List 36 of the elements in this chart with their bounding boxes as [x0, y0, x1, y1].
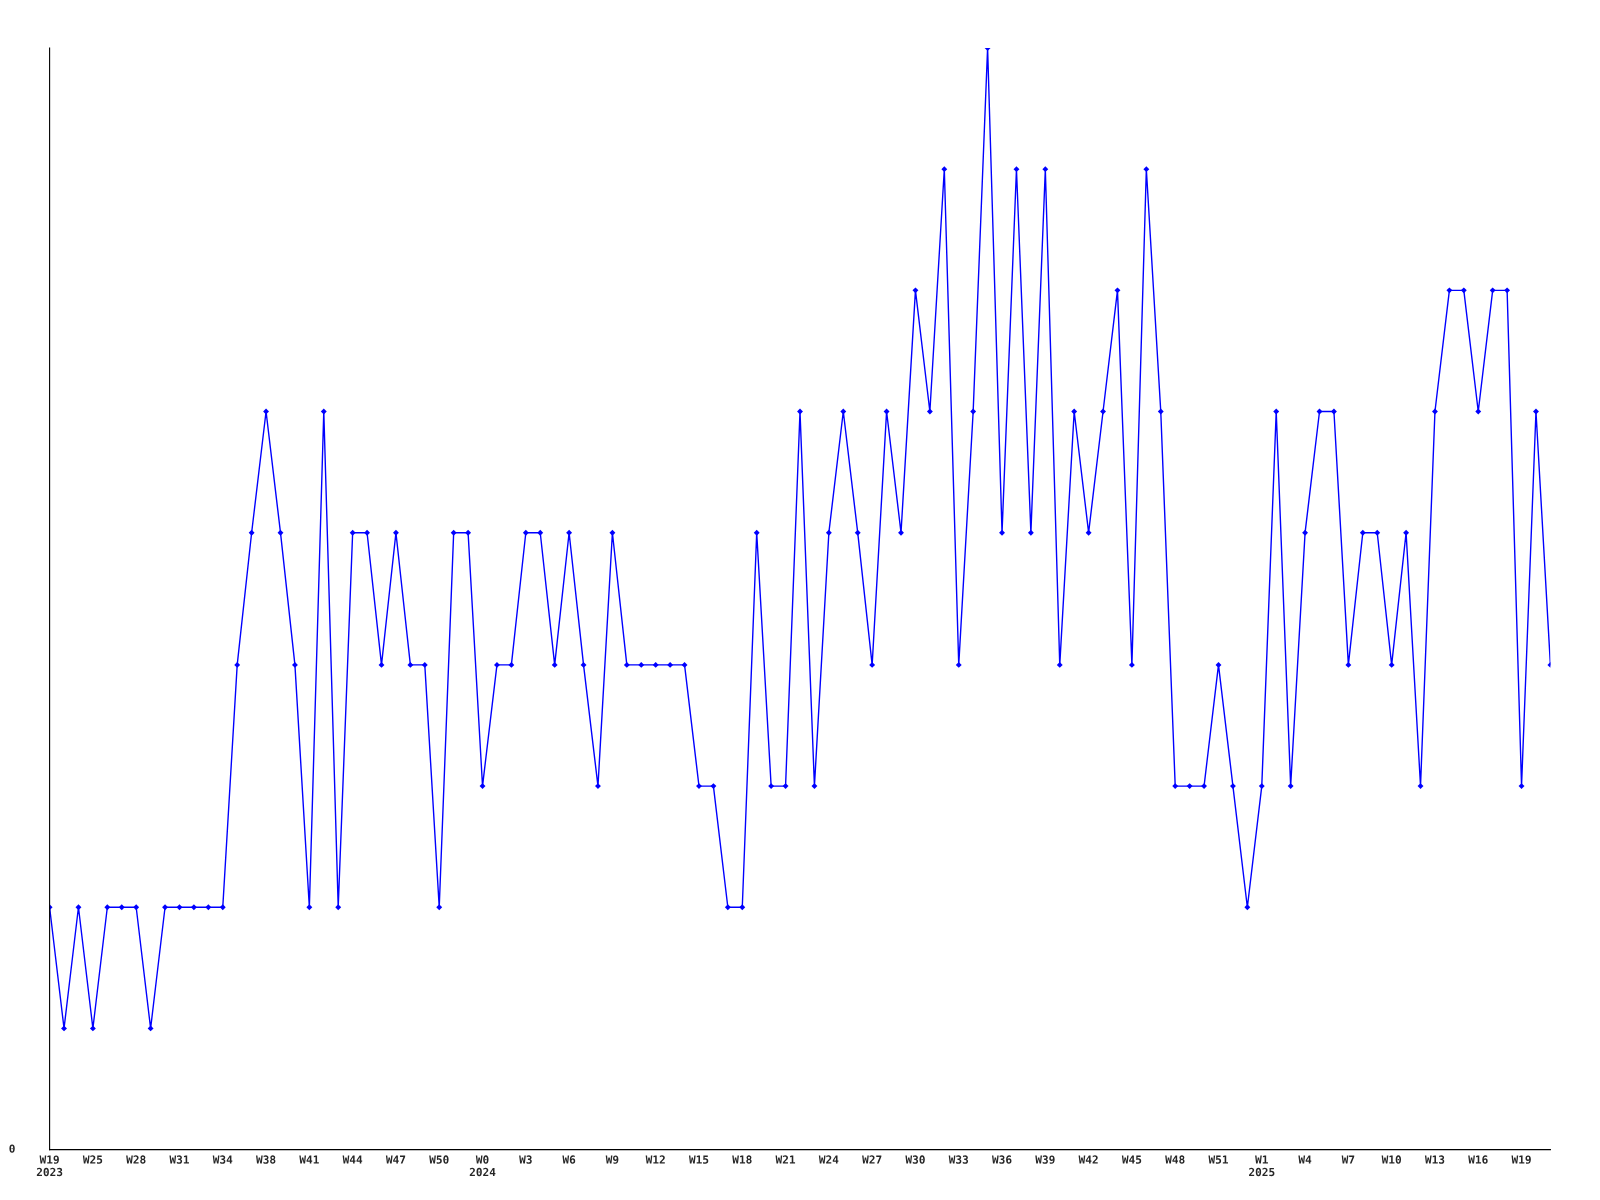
x-tick-label: W25	[82, 1155, 103, 1164]
x-tick-label: W28	[126, 1155, 146, 1164]
x-tick-label: W13	[1424, 1155, 1445, 1164]
x-tick-label: W51	[1208, 1155, 1228, 1164]
x-tick-label: W36	[992, 1155, 1012, 1164]
x-tick-label: W41	[299, 1155, 319, 1164]
x-tick-label: W39	[1035, 1155, 1055, 1164]
x-tick-label: W18	[732, 1155, 752, 1164]
x-tick-label: W7	[1341, 1155, 1355, 1164]
x-tick-label: W16	[1468, 1155, 1488, 1164]
x-tick-label: W3	[519, 1155, 532, 1164]
x-tick-label: W44	[342, 1155, 363, 1164]
x-tick-label: W33	[948, 1155, 969, 1164]
x-tick-label: W1 2025	[1249, 1155, 1275, 1177]
x-tick-label: W48	[1165, 1155, 1185, 1164]
x-tick-label: W24	[818, 1155, 839, 1164]
x-tick-label: W30	[905, 1155, 925, 1164]
x-tick-label: W42	[1078, 1155, 1098, 1164]
x-tick-label: W10	[1381, 1155, 1402, 1164]
x-tick-label: W34	[212, 1155, 233, 1164]
x-tick-label: W15	[688, 1155, 709, 1164]
x-tick-label: W27	[862, 1155, 882, 1164]
x-tick-label: W50	[429, 1155, 449, 1164]
x-tick-label: W6	[562, 1155, 576, 1164]
x-tick-label: W31	[169, 1155, 189, 1164]
x-tick-label: W19 2023	[36, 1155, 63, 1177]
x-tick-label: W47	[385, 1155, 406, 1164]
x-tick-label: W38	[256, 1155, 276, 1164]
x-tick-label: W19	[1511, 1155, 1531, 1164]
x-tick-label: W0 2024	[469, 1155, 496, 1177]
x-tick-label: W45	[1121, 1155, 1142, 1164]
x-tick-label: W12	[645, 1155, 665, 1164]
x-tick-label: W9	[605, 1155, 619, 1164]
x-tick-label: W21	[775, 1155, 796, 1164]
x-tick-label: W4	[1298, 1155, 1312, 1164]
text: 0	[9, 1144, 15, 1153]
